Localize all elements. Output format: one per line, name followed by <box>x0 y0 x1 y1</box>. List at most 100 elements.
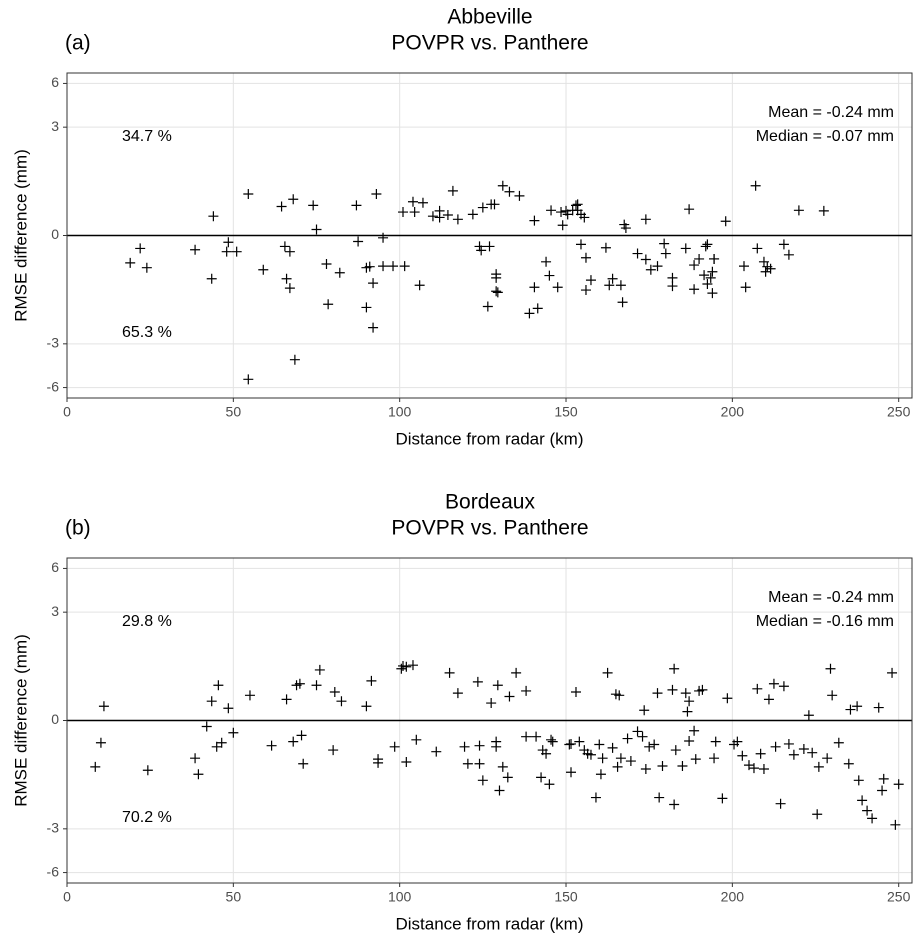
point <box>201 721 212 732</box>
point <box>604 280 615 291</box>
point <box>709 253 720 264</box>
point <box>707 288 718 299</box>
point <box>504 691 515 702</box>
point <box>552 282 563 293</box>
point <box>807 747 818 758</box>
point <box>368 322 379 333</box>
point <box>877 785 888 796</box>
point <box>514 190 525 201</box>
point <box>243 189 254 200</box>
point <box>388 261 399 272</box>
point <box>125 257 136 268</box>
point <box>311 680 322 691</box>
point <box>670 745 681 756</box>
point <box>752 243 763 254</box>
point <box>427 211 438 222</box>
point <box>431 746 442 757</box>
point <box>141 262 152 273</box>
x-axis-title: Distance from radar (km) <box>396 429 584 448</box>
point <box>702 278 713 289</box>
point <box>590 792 601 803</box>
panel-label: (a) <box>65 32 91 55</box>
point <box>206 273 217 284</box>
point <box>524 308 535 319</box>
point <box>243 374 254 385</box>
point <box>622 733 633 744</box>
point <box>566 738 577 749</box>
panel: Abbeville POVPR vs. Panthere (a) -6 -3 0 3 6 0 50… <box>11 6 913 448</box>
point <box>288 736 299 747</box>
x-tick-label: 0 <box>63 889 71 905</box>
point <box>612 761 623 772</box>
point <box>190 753 201 764</box>
point <box>818 205 829 216</box>
percent-above: 29.8 % <box>122 613 172 630</box>
point <box>669 799 680 810</box>
point <box>541 256 552 267</box>
point <box>873 702 884 713</box>
y-tick-label: 3 <box>51 603 59 619</box>
point <box>684 204 695 215</box>
point <box>467 209 478 220</box>
point <box>547 736 558 747</box>
point <box>98 701 109 712</box>
point <box>336 696 347 707</box>
point <box>748 763 759 774</box>
point <box>373 757 384 768</box>
point <box>497 180 508 191</box>
point <box>289 354 300 365</box>
point <box>474 740 485 751</box>
point <box>546 734 557 745</box>
point <box>890 819 901 830</box>
point <box>640 214 651 225</box>
point <box>532 303 543 314</box>
y-tick-label: -6 <box>47 378 60 394</box>
stat-annotation: Median = -0.16 mm <box>756 613 894 630</box>
point <box>223 703 234 714</box>
point <box>364 261 375 272</box>
point <box>401 661 412 672</box>
stat-annotation: Median = -0.07 mm <box>756 128 894 145</box>
point <box>654 792 665 803</box>
point <box>557 220 568 231</box>
y-tick-label: 6 <box>51 559 59 575</box>
point <box>644 741 655 752</box>
point <box>452 214 463 225</box>
point <box>600 242 611 253</box>
point <box>276 201 287 212</box>
point <box>521 685 532 696</box>
point <box>308 200 319 211</box>
y-tick-label: 0 <box>51 226 59 242</box>
point <box>351 200 362 211</box>
point <box>281 694 292 705</box>
point <box>689 284 700 295</box>
point <box>893 779 904 790</box>
point <box>833 737 844 748</box>
y-tick-label: -3 <box>47 335 60 351</box>
point <box>667 684 678 695</box>
point <box>853 775 864 786</box>
point <box>659 238 670 249</box>
point <box>193 769 204 780</box>
point <box>775 798 786 809</box>
point <box>371 189 382 200</box>
point <box>491 286 502 297</box>
point <box>822 753 833 764</box>
point <box>645 264 656 275</box>
point <box>474 241 485 252</box>
x-tick-label: 150 <box>554 889 578 905</box>
point <box>652 688 663 699</box>
point <box>477 775 488 786</box>
point <box>562 209 573 220</box>
point <box>211 741 222 752</box>
x-tick-label: 250 <box>887 404 911 420</box>
point <box>407 196 418 207</box>
point <box>244 690 255 701</box>
point <box>135 243 146 254</box>
point <box>228 727 239 738</box>
point <box>750 180 761 191</box>
point <box>669 663 680 674</box>
point <box>619 219 630 230</box>
point <box>755 748 766 759</box>
point <box>353 236 364 247</box>
